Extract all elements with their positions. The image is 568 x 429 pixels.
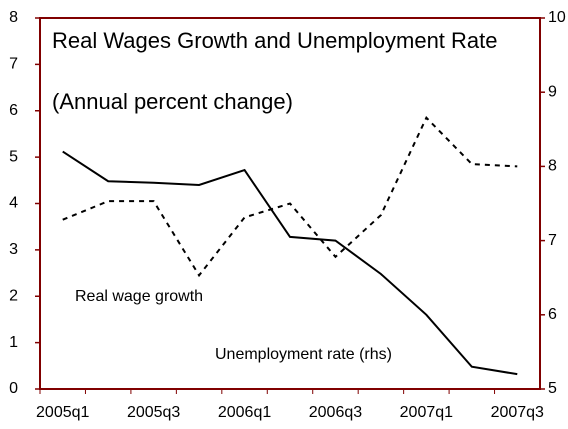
series-label: Unemployment rate (rhs): [215, 346, 392, 363]
x-tick-label: 2007q1: [400, 404, 453, 421]
series-line: [62, 150, 518, 376]
y-tick-label: 2: [9, 287, 18, 304]
x-tick-label: 2006q1: [218, 404, 271, 421]
series-label: Real wage growth: [75, 288, 203, 305]
x-tick-label: 2005q3: [127, 404, 180, 421]
x-tick-label: 2006q3: [309, 404, 362, 421]
chart-subtitle: (Annual percent change): [52, 89, 293, 114]
y2-tick-label: 8: [548, 158, 557, 175]
y2-tick-label: 9: [548, 83, 557, 100]
y-tick-label: 5: [9, 148, 18, 165]
y-tick-label: 0: [9, 380, 18, 397]
y-tick-label: 8: [9, 9, 18, 26]
x-tick-label: 2007q3: [491, 404, 544, 421]
y-tick-label: 4: [9, 195, 18, 212]
chart-title: Real Wages Growth and Unemployment Rate: [52, 28, 498, 53]
y2-tick-label: 7: [548, 232, 557, 249]
y-tick-label: 1: [9, 334, 18, 351]
series-line: [62, 115, 518, 278]
y-tick-label: 7: [9, 56, 18, 73]
y2-tick-label: 6: [548, 306, 557, 323]
y2-tick-label: 5: [548, 380, 557, 397]
x-tick-label: 2005q1: [36, 404, 89, 421]
y-tick-label: 3: [9, 241, 18, 258]
y-tick-label: 6: [9, 102, 18, 119]
y2-tick-label: 10: [548, 9, 566, 26]
